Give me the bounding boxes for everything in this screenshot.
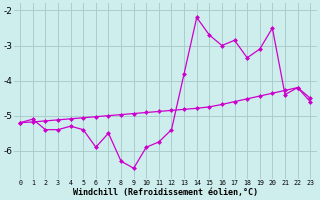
X-axis label: Windchill (Refroidissement éolien,°C): Windchill (Refroidissement éolien,°C) — [73, 188, 258, 197]
